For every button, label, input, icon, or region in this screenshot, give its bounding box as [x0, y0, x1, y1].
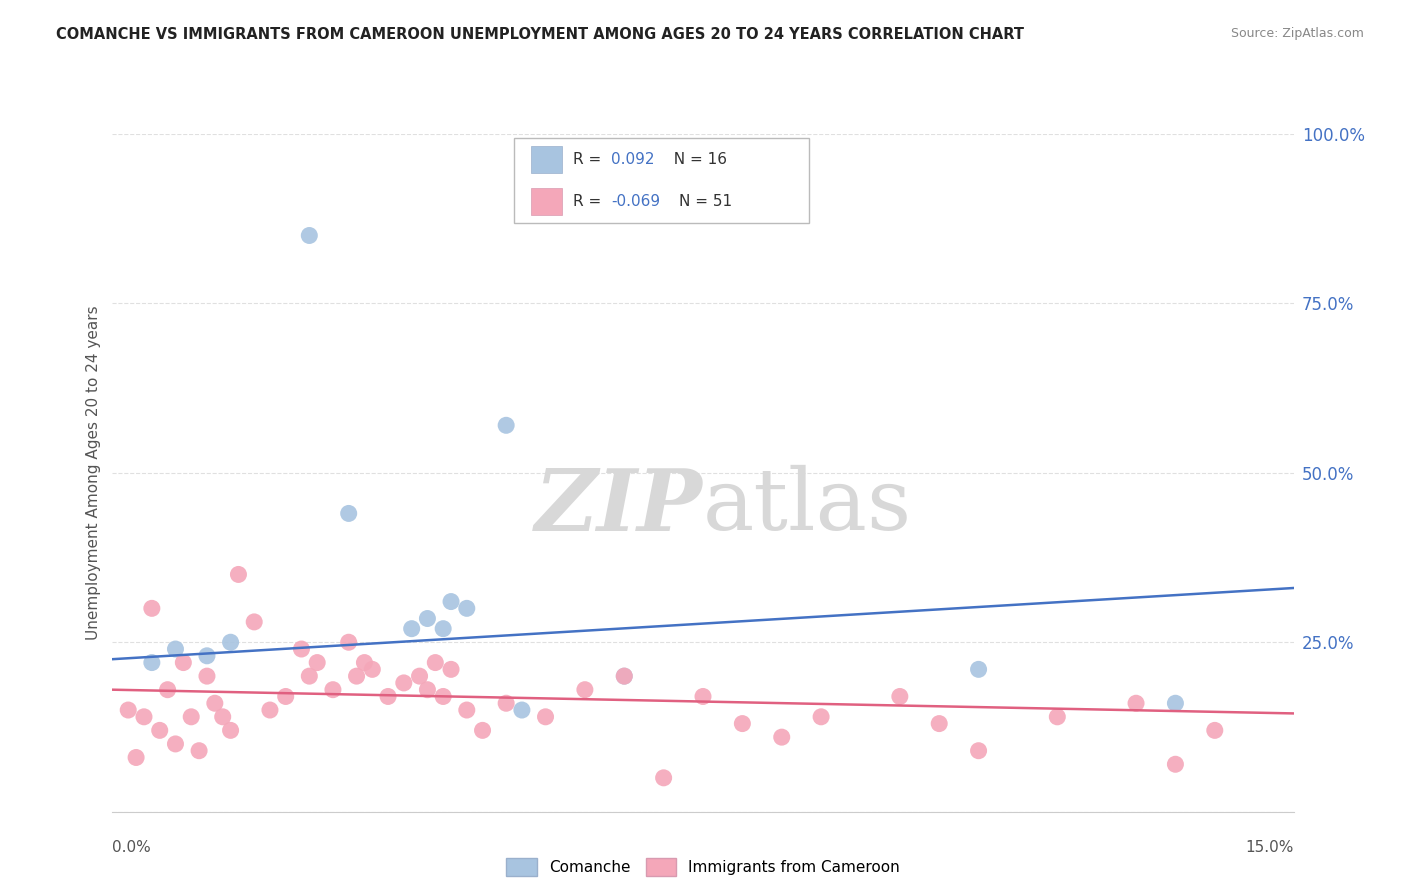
Point	[132, 710, 155, 724]
Point	[274, 690, 297, 704]
Point	[392, 676, 415, 690]
Point	[1046, 710, 1069, 724]
Point	[495, 418, 517, 433]
Point	[1125, 696, 1147, 710]
Point	[471, 723, 494, 738]
Point	[967, 662, 990, 676]
Point	[440, 594, 463, 608]
Point	[613, 669, 636, 683]
Text: 0.092: 0.092	[612, 152, 655, 167]
Point	[574, 682, 596, 697]
Text: Source: ZipAtlas.com: Source: ZipAtlas.com	[1230, 27, 1364, 40]
Point	[219, 635, 242, 649]
Y-axis label: Unemployment Among Ages 20 to 24 years: Unemployment Among Ages 20 to 24 years	[86, 305, 101, 640]
Point	[889, 690, 911, 704]
Point	[928, 716, 950, 731]
Point	[204, 696, 226, 710]
Point	[180, 710, 202, 724]
Point	[117, 703, 139, 717]
Point	[141, 656, 163, 670]
Point	[770, 730, 793, 744]
Point	[346, 669, 368, 683]
Point	[165, 737, 187, 751]
Point	[377, 690, 399, 704]
Point	[125, 750, 148, 764]
Text: 15.0%: 15.0%	[1246, 840, 1294, 855]
Point	[534, 710, 557, 724]
Legend: Comanche, Immigrants from Cameroon: Comanche, Immigrants from Cameroon	[501, 852, 905, 882]
Point	[456, 703, 478, 717]
Point	[188, 744, 211, 758]
Point	[510, 703, 533, 717]
Point	[416, 682, 439, 697]
Text: 0.0%: 0.0%	[112, 840, 152, 855]
Point	[432, 690, 454, 704]
Text: atlas: atlas	[703, 465, 912, 549]
Point	[307, 656, 329, 670]
Point	[337, 635, 360, 649]
Point	[692, 690, 714, 704]
Text: COMANCHE VS IMMIGRANTS FROM CAMEROON UNEMPLOYMENT AMONG AGES 20 TO 24 YEARS CORR: COMANCHE VS IMMIGRANTS FROM CAMEROON UNE…	[56, 27, 1024, 42]
Point	[337, 507, 360, 521]
Point	[298, 228, 321, 243]
Point	[408, 669, 430, 683]
Point	[322, 682, 344, 697]
Text: -0.069: -0.069	[612, 194, 661, 210]
Point	[211, 710, 233, 724]
Point	[432, 622, 454, 636]
Point	[219, 723, 242, 738]
Text: N = 51: N = 51	[679, 194, 731, 210]
Point	[259, 703, 281, 717]
Point	[810, 710, 832, 724]
Point	[731, 716, 754, 731]
Text: R =: R =	[574, 152, 606, 167]
Text: ZIP: ZIP	[536, 465, 703, 549]
Point	[195, 669, 218, 683]
Point	[141, 601, 163, 615]
Point	[401, 622, 423, 636]
Point	[228, 567, 250, 582]
Point	[967, 744, 990, 758]
Point	[290, 642, 312, 657]
Point	[172, 656, 194, 670]
Point	[298, 669, 321, 683]
Point	[243, 615, 266, 629]
Text: N = 16: N = 16	[665, 152, 727, 167]
Point	[353, 656, 375, 670]
Point	[195, 648, 218, 663]
Point	[652, 771, 675, 785]
Point	[1204, 723, 1226, 738]
Point	[613, 669, 636, 683]
Point	[495, 696, 517, 710]
Point	[156, 682, 179, 697]
Point	[416, 611, 439, 625]
Point	[456, 601, 478, 615]
Text: R =: R =	[574, 194, 606, 210]
Point	[440, 662, 463, 676]
Point	[165, 642, 187, 657]
Point	[425, 656, 447, 670]
Point	[149, 723, 172, 738]
Point	[1164, 696, 1187, 710]
Point	[361, 662, 384, 676]
Point	[1164, 757, 1187, 772]
